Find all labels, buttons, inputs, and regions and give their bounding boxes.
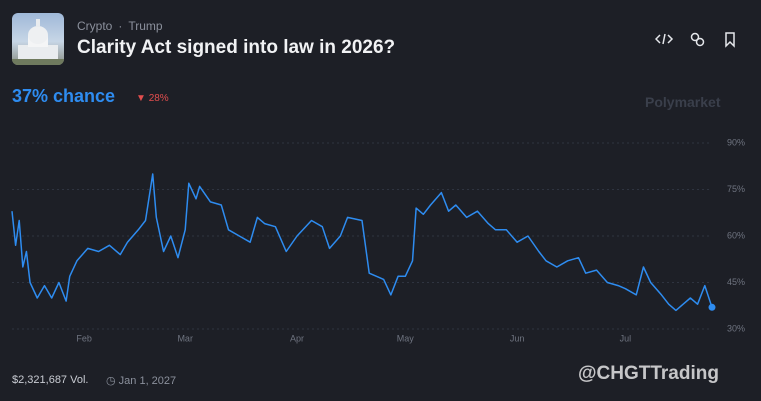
watermark: @CHGTTrading [578,363,719,384]
breadcrumb: Crypto · Trump [77,19,169,33]
end-date-value: Jan 1, 2027 [118,375,177,387]
price-line [11,173,713,312]
change-value: 28% [148,93,169,104]
y-tick-label: 75% [727,184,745,194]
bookmark-button[interactable] [725,32,735,48]
y-tick-label: 90% [727,137,745,147]
header-actions [655,32,735,48]
embed-button[interactable] [655,33,674,45]
market-image [12,13,64,65]
chance: 37% chance [12,86,116,106]
volume: $2,321,687 Vol. [12,374,89,386]
y-tick-label: 30% [727,323,745,333]
separator: · [118,19,123,33]
x-tick-label: Jul [620,333,632,343]
tag[interactable]: Trump [128,19,163,33]
category[interactable]: Crypto [77,19,113,33]
y-tick-label: 60% [727,230,745,240]
end-date: ◷ Jan 1, 2027 [106,375,177,387]
current-point [708,303,716,311]
market-title: Clarity Act signed into law in 2026? [77,37,396,58]
y-tick-label: 45% [727,277,745,287]
x-tick-label: Apr [290,333,304,343]
x-tick-label: Jun [510,333,525,343]
capitol-icon [12,19,64,65]
chart: 30% 45% 60% 75% 90% Feb Mar Apr May Jun Jul [11,137,745,343]
x-tick-label: Feb [76,333,92,343]
x-tick-label: Mar [177,333,193,343]
x-tick-label: May [397,333,415,343]
link-button[interactable] [690,32,705,47]
change: ▼ 28% [136,93,169,104]
brand: Polymarket [645,94,721,110]
